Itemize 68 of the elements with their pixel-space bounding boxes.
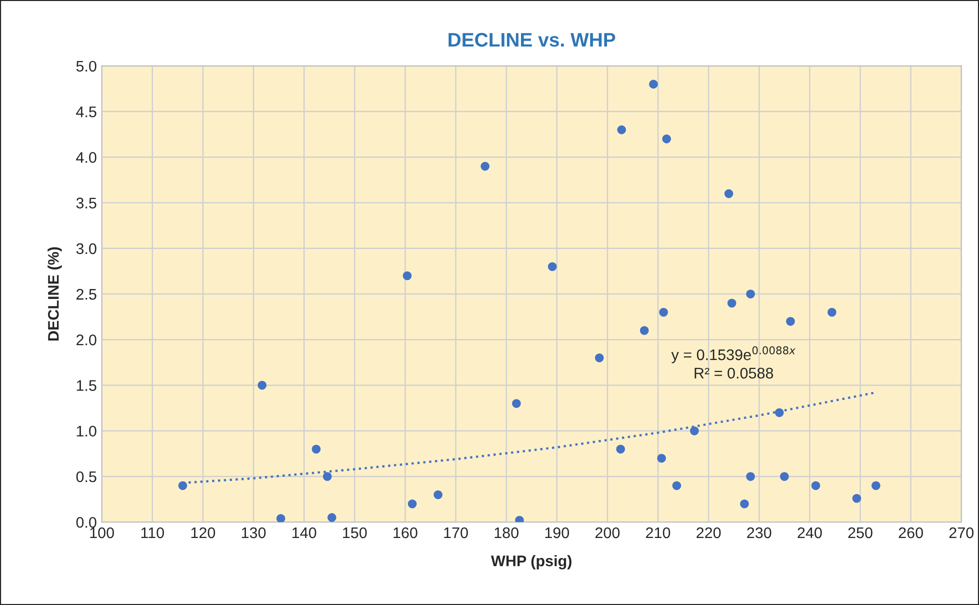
chart-title: DECLINE vs. WHP [448, 32, 616, 47]
annotation: R² = 0.0588 [694, 368, 774, 379]
point [746, 290, 755, 298]
point [811, 481, 820, 490]
x-tick-label: 240 [798, 527, 822, 538]
point [852, 494, 862, 503]
annotation: y = 0.1539e$^{0.0088x}$ [671, 346, 796, 364]
point [672, 481, 682, 490]
point [512, 399, 521, 408]
x-tick-label: 130 [242, 527, 266, 538]
x-tick-label: 120 [191, 527, 216, 538]
x-tick-label: 220 [696, 527, 721, 538]
x-tick-label: 110 [141, 527, 164, 538]
y-axis-title: DECLINE (%) [48, 247, 62, 341]
y-tick-label: 5.0 [76, 60, 96, 72]
point [690, 426, 699, 436]
x-tick-label: 260 [898, 527, 923, 538]
x-tick-label: 170 [444, 527, 468, 538]
point [659, 308, 668, 317]
point [828, 308, 836, 317]
x-tick-label: 100 [90, 527, 114, 538]
point [327, 513, 336, 522]
x-tick-label: 180 [494, 527, 518, 538]
point [746, 472, 755, 481]
point [480, 162, 490, 171]
point [594, 354, 604, 362]
point [408, 499, 417, 508]
y-tick-label: 2.0 [76, 334, 96, 346]
y-tick-label: 4.5 [76, 106, 96, 118]
y-tick-label: 4.0 [76, 152, 96, 163]
x-tick-label: 230 [747, 527, 772, 538]
y-tick-label: 3.5 [76, 198, 96, 208]
point [727, 298, 736, 308]
point [872, 481, 880, 490]
point [258, 380, 266, 390]
point [548, 262, 557, 272]
point [312, 444, 321, 454]
y-tick-label: 0.5 [76, 471, 96, 482]
point [786, 317, 795, 326]
point [617, 125, 626, 134]
y-tick-label: 1.0 [76, 426, 96, 437]
point [740, 499, 749, 508]
point [178, 481, 188, 490]
point [662, 134, 671, 144]
point [276, 514, 286, 522]
x-tick-label: 270 [949, 527, 974, 538]
point [724, 189, 734, 198]
x-tick-label: 210 [646, 527, 670, 538]
y-tick-label: 2.5 [76, 288, 96, 300]
point [774, 408, 784, 418]
y-tick-label: 0.0 [76, 516, 96, 528]
point [434, 490, 442, 500]
y-tick-label: 3.0 [76, 243, 96, 254]
point [657, 454, 666, 463]
point [616, 444, 625, 454]
point [640, 326, 649, 335]
x-tick-label: 150 [343, 527, 367, 538]
x-tick-label: 190 [545, 527, 570, 538]
x-tick-label: 140 [292, 527, 316, 538]
x-axis-title: WHP (psig) [491, 555, 572, 570]
y-tick-label: 1.5 [76, 380, 96, 391]
point [322, 472, 332, 481]
x-tick-label: 160 [394, 527, 418, 538]
point [780, 472, 789, 481]
x-tick-label: 200 [595, 527, 620, 538]
point [402, 271, 412, 280]
x-tick-label: 250 [848, 527, 872, 538]
point [649, 80, 658, 89]
